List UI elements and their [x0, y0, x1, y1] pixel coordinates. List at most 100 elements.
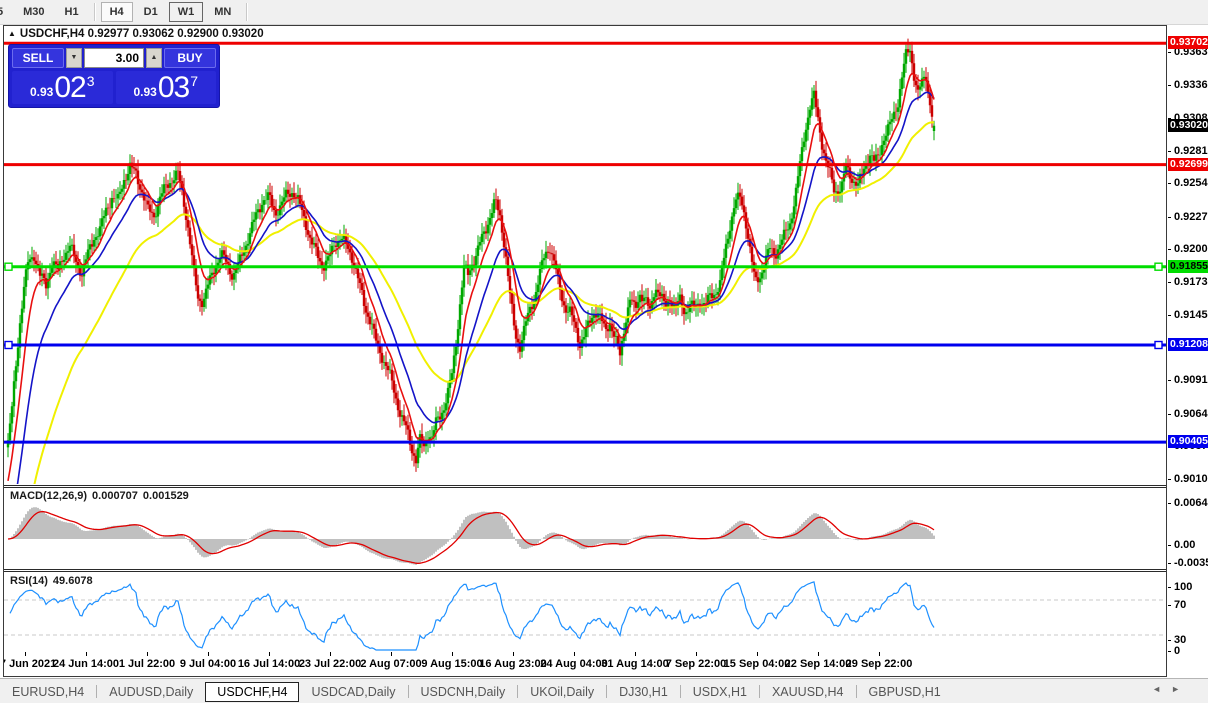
time-axis-label: 16 Aug 23:00 — [479, 658, 547, 670]
timeframe-button-h4[interactable]: H4 — [100, 2, 133, 22]
indicator-axis-tick — [1168, 651, 1171, 652]
tab-separator — [679, 685, 681, 698]
time-axis-label: 24 Jun 14:00 — [52, 658, 120, 670]
chart-tab-usdcad[interactable]: USDCAD,Daily — [311, 684, 396, 699]
time-axis-tick — [635, 652, 636, 656]
chart-tab-gbpusd[interactable]: GBPUSD,H1 — [868, 684, 941, 699]
price-axis-tick — [1168, 380, 1171, 381]
collapse-panel-icon[interactable]: ▲ — [8, 29, 16, 38]
time-axis-tick — [391, 652, 392, 656]
chart-tab-xauusd[interactable]: XAUUSD,H4 — [771, 684, 844, 699]
buy-button[interactable]: BUY — [164, 48, 216, 68]
indicator-axis-tick — [1168, 545, 1171, 546]
toolbar-separator — [246, 3, 248, 21]
timeframe-toolbar: 5 M30 H1 H4 D1 W1 MN — [0, 0, 1208, 25]
level-price-badge[interactable]: 0.92699 — [1168, 158, 1208, 171]
time-axis-label: 15 Sep 04:00 — [723, 658, 791, 670]
time-axis-label: 9 Aug 15:00 — [421, 658, 483, 670]
chart-tab-usdx[interactable]: USDX,H1 — [692, 684, 747, 699]
sell-price-display[interactable]: 0.93 02 3 — [12, 71, 113, 104]
timeframe-button-h1[interactable]: H1 — [64, 6, 79, 18]
time-axis-tick — [696, 652, 697, 656]
volume-input[interactable]: 3.00 — [84, 48, 144, 68]
level-price-badge[interactable]: 0.91855 — [1168, 260, 1208, 273]
time-axis-label: 29 Sep 22:00 — [845, 658, 913, 670]
price-axis-tick — [1168, 85, 1171, 86]
time-axis-label: 31 Aug 14:00 — [601, 658, 669, 670]
pane-divider[interactable] — [4, 485, 1166, 486]
chart-tab-usdchf[interactable]: USDCHF,H4 — [205, 681, 300, 702]
price-chart — [4, 38, 1166, 484]
timeframe-button-d1[interactable]: D1 — [143, 6, 158, 18]
timeframe-button-w1[interactable]: W1 — [168, 2, 204, 22]
price-axis-tick — [1168, 52, 1171, 53]
level-price-badge[interactable]: 0.93702 — [1168, 36, 1208, 49]
chart-tab-dj30[interactable]: DJ30,H1 — [619, 684, 668, 699]
price-axis-tick — [1168, 479, 1171, 480]
chart-tab-usdcnh[interactable]: USDCNH,Daily — [420, 684, 506, 699]
timeframe-button-5[interactable]: 5 — [0, 6, 4, 18]
time-axis-label: 22 Sep 14:00 — [784, 658, 852, 670]
time-axis-tick — [86, 652, 87, 656]
indicator-axis-label: 0.006451 — [1174, 497, 1208, 509]
price-axis-tick — [1168, 183, 1171, 184]
level-price-badge[interactable]: 0.90405 — [1168, 435, 1208, 448]
level-handle[interactable] — [4, 262, 13, 271]
time-axis-tick — [147, 652, 148, 656]
time-axis-label: 23 Jul 22:00 — [298, 658, 362, 670]
price-axis-tick — [1168, 414, 1171, 415]
time-axis-label: 24 Aug 04:00 — [540, 658, 608, 670]
indicator-axis-label: 30 — [1174, 634, 1187, 646]
price-axis-label: 0.92545 — [1174, 177, 1208, 189]
price-axis-tick — [1168, 282, 1171, 283]
volume-increase-button[interactable]: ▲ — [146, 48, 162, 68]
time-axis-tick — [330, 652, 331, 656]
price-axis: 0.936300.933600.930850.928150.925450.922… — [1168, 26, 1208, 676]
toolbar-separator — [93, 3, 95, 21]
price-axis-label: 0.90915 — [1174, 374, 1208, 386]
current-price-badge: 0.93020 — [1168, 119, 1208, 132]
tab-separator — [855, 685, 857, 698]
rsi-indicator-label: RSI(14) 49.6078 — [10, 575, 93, 587]
chart-title: ▲ USDCHF,H4 0.92977 0.93062 0.92900 0.930… — [8, 28, 264, 40]
buy-price-display[interactable]: 0.93 03 7 — [115, 71, 216, 104]
tab-separator — [758, 685, 760, 698]
ohlc-close: 0.93020 — [222, 28, 264, 40]
level-price-badge[interactable]: 0.91208 — [1168, 338, 1208, 351]
pane-divider[interactable] — [4, 569, 1166, 570]
time-axis-tick — [513, 652, 514, 656]
time-axis-label: 1 Jul 22:00 — [118, 658, 176, 670]
level-handle[interactable] — [1154, 262, 1163, 271]
pane-divider[interactable] — [4, 487, 1166, 488]
tab-scroll-left-icon[interactable]: ◄ — [1152, 684, 1172, 694]
level-handle[interactable] — [1154, 340, 1163, 350]
indicator-axis-label: 70 — [1174, 599, 1187, 611]
timeframe-button-m30[interactable]: M30 — [23, 6, 45, 18]
indicator-axis-label: 0.00 — [1174, 539, 1196, 551]
ohlc-open: 0.92977 — [87, 28, 130, 40]
volume-decrease-button[interactable]: ▼ — [66, 48, 82, 68]
chart-tab-eurusd[interactable]: EURUSD,H4 — [12, 684, 85, 699]
time-axis-label: 2 Aug 07:00 — [360, 658, 422, 670]
sell-button[interactable]: SELL — [12, 48, 64, 68]
chart-window: ▲ USDCHF,H4 0.92977 0.93062 0.92900 0.930… — [3, 25, 1167, 677]
time-axis-label: 16 Jul 14:00 — [237, 658, 301, 670]
macd-pane — [7, 507, 935, 565]
chart-tab-ukoil[interactable]: UKOil,Daily — [530, 684, 595, 699]
level-handle[interactable] — [4, 340, 13, 350]
tab-scroll-right-icon[interactable]: ► — [1171, 684, 1190, 694]
time-axis-tick — [452, 652, 453, 656]
price-axis-label: 0.92815 — [1174, 145, 1208, 157]
indicator-axis-tick — [1168, 503, 1171, 504]
pane-divider[interactable] — [4, 571, 1166, 572]
price-axis-tick — [1168, 315, 1171, 316]
timeframe-button-mn[interactable]: MN — [214, 6, 232, 18]
chart-tab-audusd[interactable]: AUDUSD,Daily — [109, 684, 194, 699]
time-axis-tick — [208, 652, 209, 656]
